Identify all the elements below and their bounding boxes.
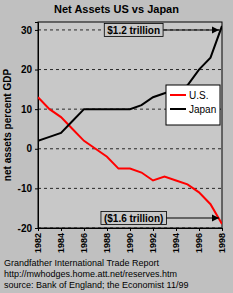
y-tick-mark [35, 109, 38, 110]
x-tick-label: 1986 [79, 233, 89, 253]
x-tick: 1988 [102, 228, 112, 253]
chart: Net Assets US vs Japan-20-10010203019821… [0, 0, 233, 293]
y-tick-label: 30 [21, 25, 33, 36]
legend-label: Japan [189, 104, 216, 115]
x-tick-mark [199, 228, 200, 231]
background [0, 0, 233, 293]
x-tick: 1984 [56, 228, 66, 253]
x-tick: 1990 [125, 228, 135, 253]
annotation-text: ($1.6 trillion) [104, 213, 163, 224]
y-tick: -10 [18, 183, 38, 194]
x-tick-label: 1988 [102, 233, 112, 253]
annotation-arrow [163, 29, 219, 30]
y-tick-mark [35, 228, 38, 229]
x-tick-mark [222, 228, 223, 231]
x-tick-label: 1994 [171, 233, 181, 253]
annotation-text: $1.2 trillion [107, 25, 160, 36]
y-tick: 20 [21, 64, 38, 75]
annotation: ($1.6 trillion) [101, 212, 219, 225]
footer-text: http://mwhodges.home.att.net/reserves.ht… [4, 269, 177, 279]
grid-line [38, 69, 222, 70]
annotation-box [104, 24, 163, 37]
y-tick-label: 20 [21, 64, 33, 75]
x-tick: 1992 [148, 228, 158, 253]
y-tick-mark [35, 188, 38, 189]
y-tick-mark [35, 70, 38, 71]
y-axis-line [35, 23, 39, 229]
x-tick: 1994 [171, 228, 181, 253]
legend-swatch [170, 108, 186, 110]
y-tick-label: 10 [21, 104, 33, 115]
x-tick-mark [38, 228, 39, 231]
x-tick-mark [130, 228, 131, 231]
legend-label: U.S. [189, 90, 208, 101]
title: Net Assets US vs Japan [54, 3, 179, 15]
y-tick-mark [35, 30, 38, 31]
annotation: $1.2 trillion [104, 24, 219, 37]
y-tick-label: -10 [18, 183, 33, 194]
y-tick-mark [35, 149, 38, 150]
plot-frame [38, 22, 222, 228]
y-axis-title: net assets percent GDP [2, 69, 13, 182]
footer-text: Grandfather International Trade Report [4, 258, 160, 268]
x-tick-label: 1982 [33, 233, 43, 253]
x-tick-mark [61, 228, 62, 231]
x-tick-mark [176, 228, 177, 231]
x-axis-line [39, 229, 223, 232]
y-tick-label: 0 [26, 143, 32, 154]
x-axis: 1982 1984 1986 1988 1990 1992 1994 1996 1998 [33, 228, 227, 253]
series-line [38, 26, 222, 141]
legend: U.S. Japan [166, 85, 220, 125]
legend-swatch [170, 94, 186, 96]
x-tick-mark [153, 228, 154, 231]
annotation-box [101, 212, 166, 225]
y-axis: -20 -10 0 10 20 30 [18, 23, 39, 234]
annotation-arrow [166, 217, 219, 218]
series-group [38, 26, 222, 224]
x-tick-label: 1996 [194, 233, 204, 253]
x-tick-label: 1990 [125, 233, 135, 253]
x-tick-label: 1984 [56, 233, 66, 253]
x-tick-label: 1998 [217, 233, 227, 253]
x-tick-mark [84, 228, 85, 231]
grid-line [38, 148, 222, 149]
y-tick: 0 [26, 143, 38, 154]
y-tick-label: -20 [18, 223, 33, 234]
y-tick: 10 [21, 104, 38, 115]
footer-text: source: Bank of England; the Economist 1… [4, 280, 188, 290]
x-tick: 1982 [33, 228, 43, 253]
x-tick-label: 1992 [148, 233, 158, 253]
x-tick-mark [107, 228, 108, 231]
legend-box [166, 85, 220, 125]
y-tick: -20 [18, 223, 38, 234]
x-tick: 1986 [79, 228, 89, 253]
x-tick: 1998 [217, 228, 227, 253]
x-tick: 1996 [194, 228, 204, 253]
y-tick: 30 [21, 25, 38, 36]
